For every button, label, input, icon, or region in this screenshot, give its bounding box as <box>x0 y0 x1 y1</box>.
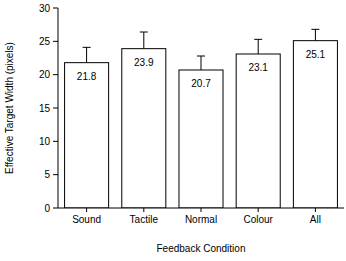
data-label: 23.9 <box>134 57 154 68</box>
y-tick <box>53 208 58 209</box>
y-tick <box>53 108 58 109</box>
y-tick <box>53 74 58 75</box>
y-tick-label: 15 <box>39 103 51 114</box>
x-tick <box>258 208 259 212</box>
y-tick <box>53 8 58 9</box>
y-tick-label: 30 <box>39 3 51 14</box>
y-tick <box>53 174 58 175</box>
x-tick-label: Sound <box>72 214 101 225</box>
chart-container: 21.8 23.9 20.7 23.1 25.1 0 5 10 15 20 25 30 Sound Tac… <box>0 0 346 261</box>
data-label: 25.1 <box>306 49 326 60</box>
error-bar <box>140 32 148 49</box>
x-tick <box>143 208 144 212</box>
x-tick-label: Colour <box>243 214 273 225</box>
chart: 21.8 23.9 20.7 23.1 25.1 0 5 10 15 20 25 30 Sound Tac… <box>0 0 346 261</box>
y-tick-label: 10 <box>39 136 51 147</box>
data-label: 23.1 <box>248 62 268 73</box>
error-bar <box>197 56 205 70</box>
x-tick <box>86 208 87 212</box>
bar <box>65 63 109 208</box>
y-tick-label: 0 <box>44 203 50 214</box>
data-label: 21.8 <box>77 71 97 82</box>
x-tick-label: All <box>310 214 321 225</box>
bar <box>179 70 223 208</box>
y-tick-label: 25 <box>39 36 51 47</box>
x-tick <box>201 208 202 212</box>
y-axis-title: Effective Target Width (pixels) <box>4 42 15 174</box>
y-tick <box>53 41 58 42</box>
y-tick <box>53 141 58 142</box>
y-tick-label: 5 <box>44 169 50 180</box>
x-tick-label: Tactile <box>130 214 159 225</box>
x-axis-title: Feedback Condition <box>157 243 246 254</box>
bar <box>236 54 280 208</box>
bars <box>65 29 338 208</box>
error-bar <box>254 39 262 54</box>
bar <box>122 49 166 208</box>
y-tick-label: 20 <box>39 69 51 80</box>
data-label: 20.7 <box>191 78 211 89</box>
x-tick-label: Normal <box>185 214 217 225</box>
error-bar <box>311 29 319 40</box>
x-tick <box>315 208 316 212</box>
error-bar <box>83 47 91 62</box>
bar <box>293 41 337 208</box>
